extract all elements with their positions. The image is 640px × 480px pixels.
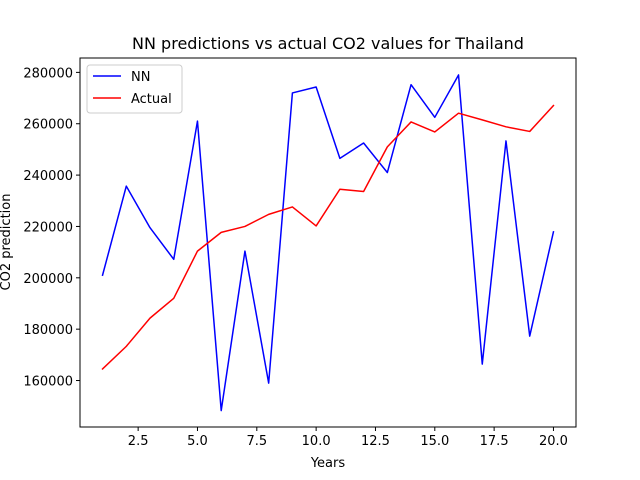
x-axis: 2.5 5.0 7.5 10.0 12.5 15.0 17.5 20.0 <box>128 427 568 449</box>
legend-box <box>86 64 183 114</box>
x-tick-label: 2.5 <box>128 434 149 449</box>
series-line-actual <box>101 104 555 371</box>
y-tick-label: 180000 <box>23 323 73 338</box>
y-tick-label: 220000 <box>23 220 73 235</box>
y-axis-label: CO2 prediction <box>0 194 14 291</box>
y-tick-label: 260000 <box>23 118 73 133</box>
y-tick-label: 240000 <box>23 169 73 184</box>
x-tick-label: 10.0 <box>302 434 331 449</box>
y-axis: 160000 180000 200000 220000 240000 260000 2800… <box>23 66 80 390</box>
chart-title: NN predictions vs actual CO2 values for … <box>132 34 524 53</box>
x-tick-label: 15.0 <box>420 434 449 449</box>
y-tick-label: 200000 <box>23 272 73 287</box>
plot-area <box>101 74 555 412</box>
x-tick-label: 12.5 <box>361 434 390 449</box>
legend: NN Actual <box>86 64 183 114</box>
legend-label-actual: Actual <box>131 92 172 107</box>
x-axis-label: Years <box>310 456 346 471</box>
plot-frame <box>79 57 577 428</box>
x-tick-label: 17.5 <box>480 434 509 449</box>
y-tick-label: 280000 <box>23 66 73 81</box>
x-tick-label: 7.5 <box>246 434 267 449</box>
x-tick-label: 20.0 <box>539 434 568 449</box>
series-line-nn <box>101 74 555 412</box>
y-tick-label: 160000 <box>23 375 73 390</box>
legend-label-nn: NN <box>131 70 150 85</box>
x-tick-label: 5.0 <box>187 434 208 449</box>
